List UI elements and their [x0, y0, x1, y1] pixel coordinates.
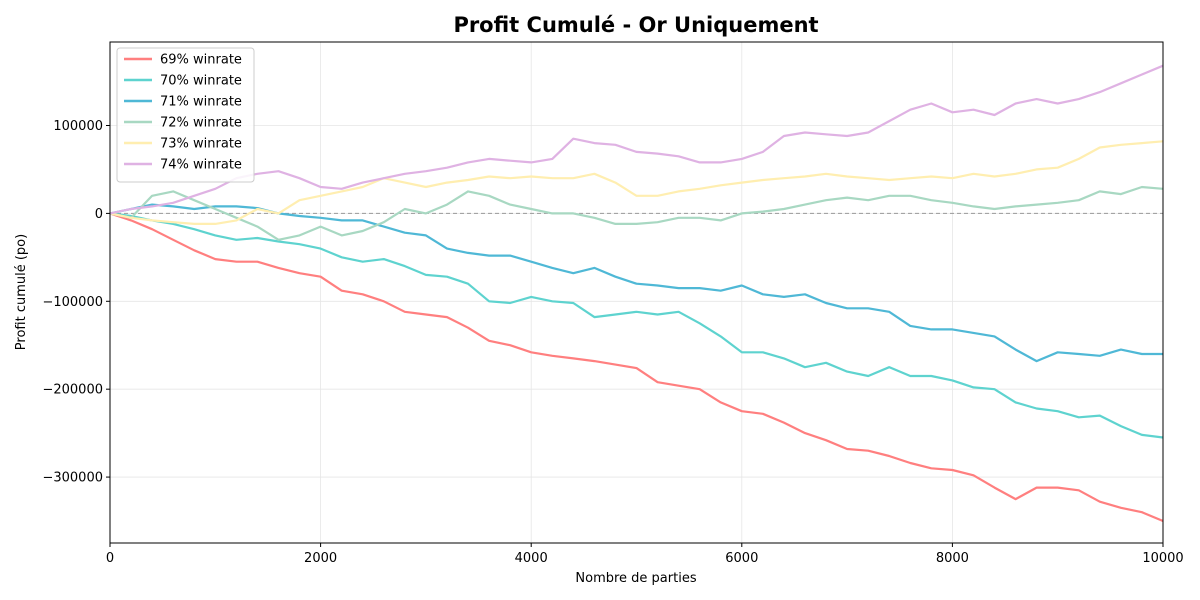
series-lines: [109, 64, 1164, 523]
legend-label: 73% winrate: [160, 137, 242, 152]
legend-label: 72% winrate: [160, 116, 242, 131]
y-axis-label: Profit cumulé (po): [14, 234, 29, 350]
legend-label: 74% winrate: [160, 158, 242, 173]
series-line-1: [109, 212, 1164, 523]
series-line-6: [109, 64, 1164, 215]
y-tick-label: −100000: [42, 295, 103, 310]
series-line-2: [109, 212, 1164, 439]
x-tick-label: 2000: [304, 551, 337, 566]
legend: 69% winrate 70% winrate 71% winrate 72% win…: [116, 47, 255, 183]
y-axis-ticks: 100000 0 −100000 −200000 −300000: [42, 119, 110, 486]
series-line-4: [109, 185, 1164, 241]
x-axis-label: Nombre de parties: [575, 571, 696, 586]
grid: [109, 42, 1164, 543]
x-tick-label: 10000: [1142, 551, 1183, 566]
y-tick-label: 0: [95, 207, 103, 222]
x-axis-ticks: 0 2000 4000 6000 8000 10000: [106, 543, 1184, 566]
series-line-3: [109, 203, 1163, 363]
x-tick-label: 8000: [936, 551, 969, 566]
x-tick-label: 6000: [725, 551, 758, 566]
y-tick-label: −200000: [42, 383, 103, 398]
x-tick-label: 0: [106, 551, 114, 566]
y-tick-label: 100000: [53, 119, 103, 134]
y-tick-label: −300000: [42, 471, 103, 486]
legend-label: 71% winrate: [160, 95, 242, 110]
legend-box: [116, 47, 255, 183]
series-line-5: [109, 140, 1164, 225]
x-tick-label: 4000: [515, 551, 548, 566]
legend-label: 69% winrate: [160, 53, 242, 68]
chart-title: Profit Cumulé - Or Uniquement: [453, 13, 818, 37]
plot-area-frame: [109, 41, 1164, 544]
legend-label: 70% winrate: [160, 74, 242, 89]
